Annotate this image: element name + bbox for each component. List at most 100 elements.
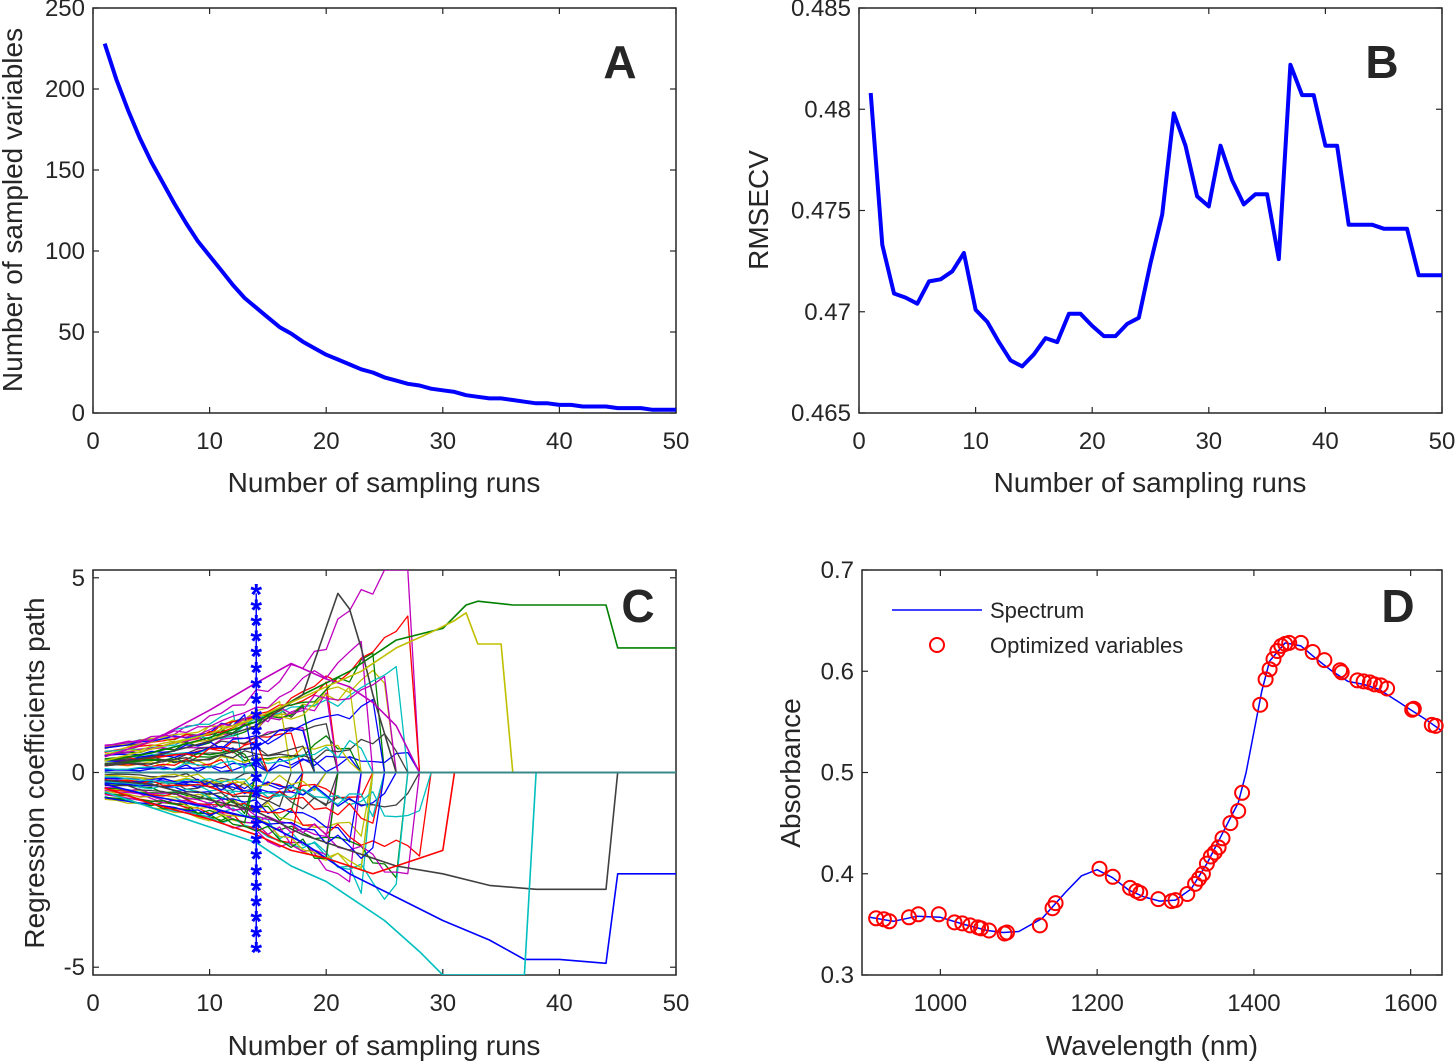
coefficient-path-long <box>104 592 420 774</box>
optimized-variable-marker <box>1292 634 1309 651</box>
optimized-variable-marker <box>1379 680 1396 697</box>
panel-c-ticks: 0 10 20 30 40 50-505 <box>64 565 690 1017</box>
legend-optimized-swatch <box>929 637 945 653</box>
optimized-variable-marker <box>954 915 971 932</box>
optimized-variable-marker <box>1355 673 1372 690</box>
panel-b-xtick-label: 10 <box>962 428 989 455</box>
optimal-run-marker: * <box>250 874 262 907</box>
optimal-run-marker: * <box>250 905 262 938</box>
optimal-run-marker: * <box>250 641 262 674</box>
coefficient-path-long <box>104 771 676 975</box>
coefficient-path-long <box>104 783 676 965</box>
optimized-variable-marker <box>981 922 997 939</box>
optimized-variable-marker <box>1230 803 1247 819</box>
panel-d-ylabel: Absorbance <box>775 698 806 847</box>
optimized-variable-marker <box>1132 885 1149 901</box>
panel-a-ytick-label: 0 <box>72 400 85 427</box>
optimized-variable-marker <box>1252 696 1269 713</box>
optimized-variable-marker <box>1191 870 1207 887</box>
optimal-run-marker: * <box>250 781 262 814</box>
panel-a-xtick-label: 20 <box>313 428 340 455</box>
panel-c-xtick-label: 0 <box>86 990 99 1017</box>
optimized-variable-marker <box>1104 868 1121 885</box>
panel-a-ylabel: Number of sampled variables <box>0 28 28 392</box>
optimal-run-marker: * <box>250 656 262 689</box>
panel-d-xlabel: Wavelength (nm) <box>1046 1030 1258 1061</box>
optimized-variable-marker <box>1179 886 1196 902</box>
panel-a-axes-box <box>92 7 677 414</box>
panel-c-xtick-label: 20 <box>313 990 340 1017</box>
panel-d-ytick-label: 0.4 <box>821 861 854 888</box>
optimal-run-marker: * <box>250 859 262 892</box>
panel-b-ytick-label: 0.485 <box>791 0 851 22</box>
panel-d-plot <box>868 634 1444 942</box>
optimized-variable-marker <box>1210 839 1227 856</box>
panel-b-axes-box <box>858 7 1443 414</box>
optimized-variable-marker <box>1206 844 1223 861</box>
optimized-variable-marker <box>910 906 927 923</box>
panel-a-xlabel: Number of sampling runs <box>228 467 541 498</box>
panel-b: 0 10 20 30 40 50 0.465 0.47 0.475 0.48 0.485 B Num… <box>743 0 1455 498</box>
optimized-variable-marker <box>1214 830 1231 847</box>
panel-c-plot: ************************ <box>104 570 676 975</box>
optimized-variable-marker <box>1261 661 1278 678</box>
panel-a-xtick-label: 50 <box>663 428 690 455</box>
optimized-variable-marker <box>1222 815 1239 832</box>
panel-b-label: B <box>1365 36 1398 88</box>
panel-d-xtick-label: 1400 <box>1227 990 1280 1017</box>
panel-b-plot <box>868 62 1442 369</box>
panel-c-ylabel: Regression coefficients path <box>19 597 50 948</box>
panel-d-ticks: 1000 1200 1400 1600 0.3 0.4 0.5 0.6 0.7 <box>821 557 1442 1017</box>
panel-c-xlabel: Number of sampling runs <box>228 1030 541 1061</box>
panel-b-ticks: 0 10 20 30 40 50 0.465 0.47 0.475 0.48 0.485 <box>791 0 1455 455</box>
optimized-variable-marker <box>1091 860 1108 877</box>
panel-b-ytick-label: 0.47 <box>804 299 851 326</box>
coefficient-path-long <box>104 662 421 773</box>
panel-a-xtick-label: 40 <box>546 428 573 455</box>
optimized-variable-marker <box>973 920 990 937</box>
panel-b-ylabel: RMSECV <box>743 150 774 270</box>
optimized-variable-marker <box>1194 865 1211 882</box>
optimal-run-marker: * <box>250 890 262 923</box>
optimized-variable-marker <box>1405 700 1422 717</box>
optimal-run-marker: * <box>250 937 262 970</box>
panel-a-plot <box>102 42 676 412</box>
optimized-variable-marker <box>1257 671 1274 688</box>
optimal-run-marker: * <box>250 610 262 643</box>
panel-b-xtick-label: 0 <box>852 428 865 455</box>
optimized-variable-marker <box>1304 644 1321 660</box>
panel-b-ytick-label: 0.475 <box>791 198 851 225</box>
panel-a-ytick-label: 250 <box>45 0 85 22</box>
optimized-variable-marker <box>1202 848 1219 865</box>
optimized-variable-marker <box>962 917 979 934</box>
panel-b-xtick-label: 50 <box>1429 428 1456 455</box>
optimized-variable-marker <box>1234 784 1251 801</box>
panel-b-xlabel: Number of sampling runs <box>994 467 1307 498</box>
optimal-run-marker: * <box>250 828 262 861</box>
coefficient-path-long <box>104 772 456 875</box>
optimized-variable-marker <box>881 913 898 930</box>
panel-a-ytick-label: 100 <box>45 238 85 265</box>
optimized-variable-marker <box>999 924 1015 941</box>
optimized-variable-marker <box>946 914 963 931</box>
panel-a-ytick-label: 150 <box>45 157 85 184</box>
panel-b-xtick-label: 20 <box>1079 428 1106 455</box>
panel-d: 1000 1200 1400 1600 0.3 0.4 0.5 0.6 0.7 D Wavele… <box>775 557 1444 1061</box>
panel-a-ticks: 0 10 20 30 40 50 0 50 100 150 200 250 <box>45 0 689 455</box>
panel-d-ytick-label: 0.7 <box>821 557 854 584</box>
panel-c-ytick-label: 0 <box>72 760 85 787</box>
optimized-variable-marker <box>1265 651 1282 668</box>
optimized-variable-marker <box>1187 875 1204 892</box>
panel-d-legend: Spectrum Optimized variables <box>892 598 1183 658</box>
optimal-run-marker: * <box>250 703 262 736</box>
panel-a-xtick-label: 10 <box>196 428 223 455</box>
optimized-variable-marker <box>1316 652 1333 669</box>
panel-d-ytick-label: 0.5 <box>821 760 854 787</box>
panel-b-xtick-label: 30 <box>1195 428 1222 455</box>
optimal-run-marker: * <box>250 750 262 783</box>
optimal-run-marker: * <box>250 812 262 845</box>
panel-c-ytick-label: -5 <box>64 954 85 981</box>
optimal-run-marker: * <box>250 734 262 767</box>
optimized-variable-marker <box>1047 895 1064 912</box>
legend-spectrum-label: Spectrum <box>990 598 1084 623</box>
